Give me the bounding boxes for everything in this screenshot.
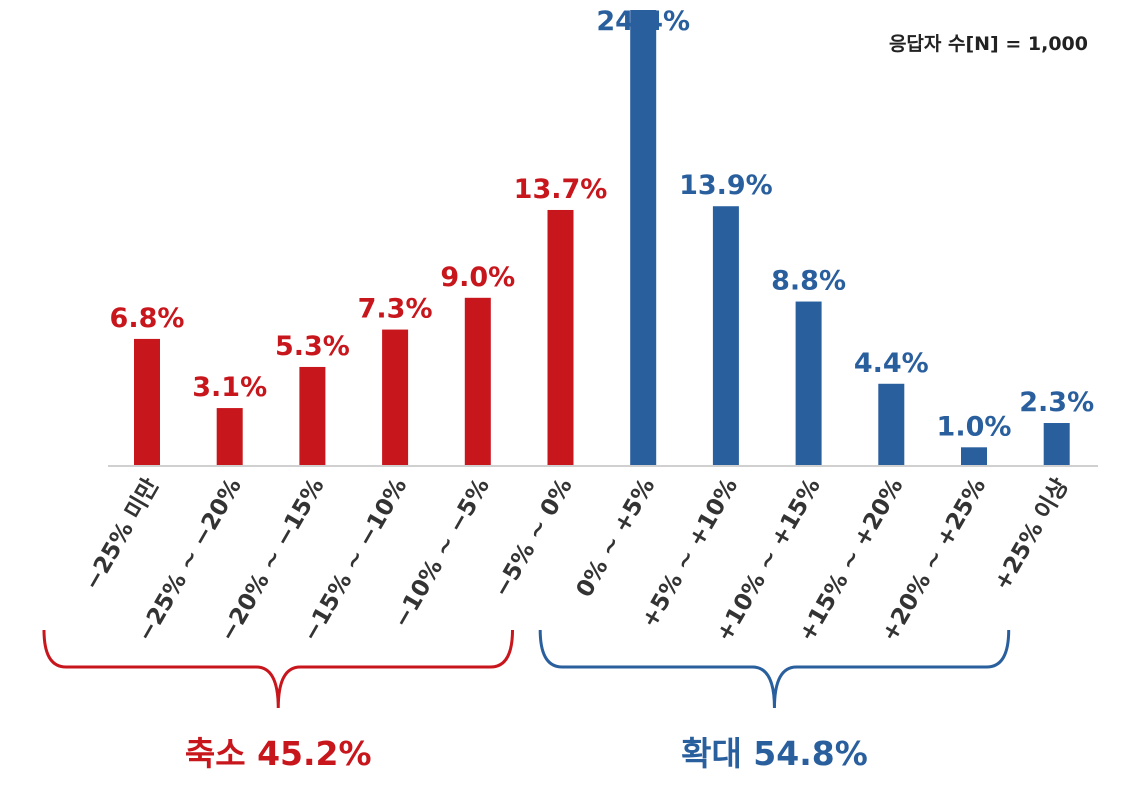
bar-1 <box>134 338 160 466</box>
bar-7 <box>630 10 657 466</box>
data-label-1: 6.8% <box>110 303 185 334</box>
bar-10 <box>878 383 905 466</box>
bar-11 <box>961 447 987 466</box>
group-label-1: 축소 45.2% <box>185 734 372 773</box>
data-label-11: 1.0% <box>937 411 1012 442</box>
group-bracket-2 <box>538 629 1011 709</box>
bar-2 <box>216 408 243 466</box>
data-label-8: 13.9% <box>679 170 773 201</box>
respondent-count-note: 응답자 수[N] = 1,000 <box>889 33 1088 55</box>
bar-3 <box>299 366 326 466</box>
bar-6 <box>547 209 574 466</box>
group-label-2: 확대 54.8% <box>681 734 868 773</box>
category-label-12: +25% 이상 <box>989 474 1074 595</box>
data-label-7: 24.4% <box>596 6 690 37</box>
data-label-5: 9.0% <box>440 262 515 293</box>
bar-9 <box>795 301 822 466</box>
bar-4 <box>382 329 409 466</box>
data-label-9: 8.8% <box>771 266 846 297</box>
group-bracket-1 <box>42 629 514 709</box>
data-label-12: 2.3% <box>1019 387 1094 418</box>
data-label-10: 4.4% <box>854 348 929 379</box>
category-label-1: −25% 미만 <box>79 474 164 595</box>
category-label-7: 0% ~ +5% <box>572 474 661 602</box>
data-label-4: 7.3% <box>358 294 433 325</box>
data-label-2: 3.1% <box>192 372 267 403</box>
category-label-6: −5% ~ 0% <box>489 474 578 602</box>
data-label-3: 5.3% <box>275 331 350 362</box>
bar-8 <box>712 206 739 467</box>
bar-5 <box>464 297 491 466</box>
group-brackets: 축소 45.2% 확대 54.8% <box>42 629 1011 773</box>
bar-12 <box>1043 423 1070 466</box>
data-label-6: 13.7% <box>514 174 608 205</box>
bars-layer: 6.8%−25% 미만3.1%−25% ~ −20%5.3%−20% ~ −15… <box>79 6 1094 646</box>
